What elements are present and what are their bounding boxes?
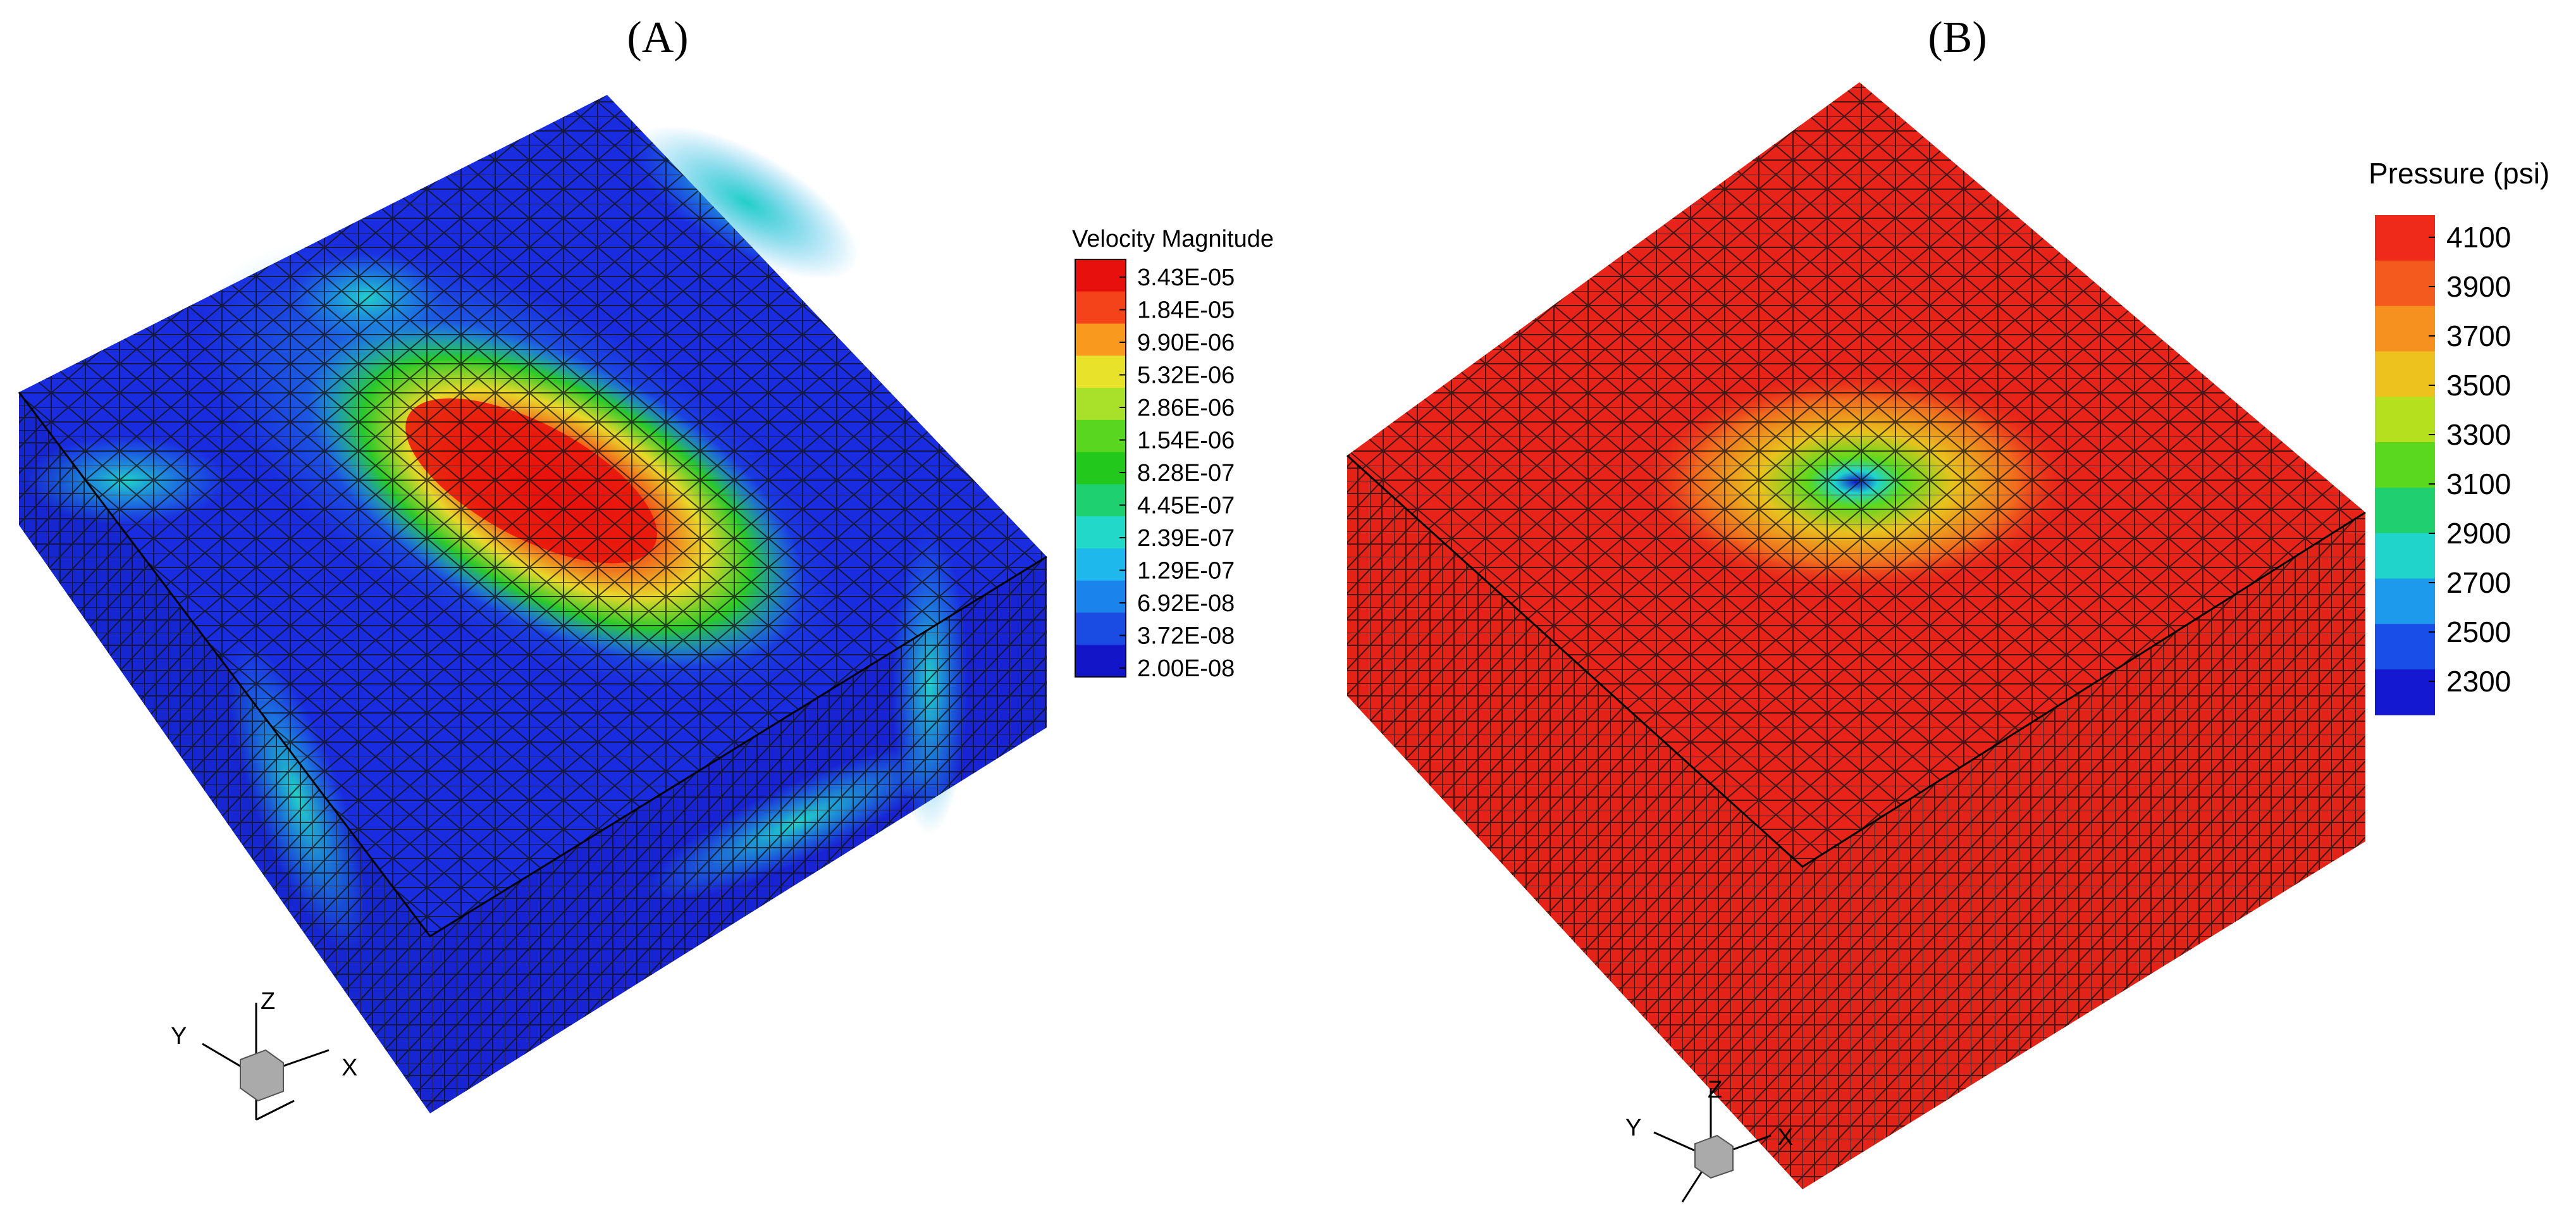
legend-tick-label: 1.54E-06	[1137, 428, 1235, 454]
legend-swatch	[1075, 356, 1126, 388]
legend-swatch	[2375, 624, 2435, 670]
legend-tick-label: 4.45E-07	[1137, 493, 1235, 519]
legend-tick-label: 2.00E-08	[1137, 655, 1235, 682]
legend-tick-label: 1.29E-07	[1137, 558, 1235, 585]
legend-tick-label: 3500	[2446, 369, 2511, 402]
legend-swatch	[2375, 215, 2435, 261]
legend-tick-label: 2300	[2446, 665, 2511, 698]
legend-tick-label: 3.43E-05	[1137, 264, 1235, 291]
legend-swatch	[2375, 260, 2435, 307]
legend-tick-label: 2700	[2446, 566, 2511, 599]
axis-a-z: Z	[261, 988, 275, 1015]
legend-swatch	[1075, 291, 1126, 325]
velocity-legend-colorbar	[1075, 259, 1126, 678]
legend-tick-label: 3900	[2446, 270, 2511, 303]
legend-swatch	[2375, 397, 2435, 443]
legend-frame	[1075, 259, 1126, 678]
axis-b-x: X	[1777, 1124, 1793, 1151]
axis-triad-a: Z Y X	[171, 988, 357, 1121]
legend-tick-label: 3100	[2446, 467, 2511, 500]
legend-swatch	[1075, 516, 1126, 549]
legend-tick-label: 6.92E-08	[1137, 590, 1235, 617]
pressure-legend-colorbar	[2375, 215, 2435, 715]
legend-swatch	[1075, 323, 1126, 356]
legend-swatch	[2375, 533, 2435, 579]
axis-b-y: Y	[1625, 1115, 1641, 1141]
legend-tick-label: 4100	[2446, 221, 2511, 254]
legend-swatch	[1075, 484, 1126, 517]
panel-a-label: (A)	[627, 13, 688, 62]
legend-tick-label: 2.39E-07	[1137, 525, 1235, 552]
legend-tick-label: 5.32E-06	[1137, 362, 1235, 389]
axis-cube-icon	[1694, 1134, 1734, 1179]
axis-b-z: Z	[1708, 1077, 1722, 1103]
legend-swatch	[2375, 669, 2435, 715]
legend-swatch	[1075, 645, 1126, 678]
panel-a: (A) Velocity Ma	[18, 13, 1274, 1121]
legend-tick-label: 1.84E-05	[1137, 297, 1235, 324]
legend-tick-label: 8.28E-07	[1137, 460, 1235, 486]
legend-swatch	[2375, 306, 2435, 352]
velocity-mesh-block	[18, 95, 1047, 1113]
panel-b: (B) Pressure (psi) 4100 3900 3700 3500 3300 3…	[1346, 13, 2549, 1203]
legend-tick-label: 2500	[2446, 616, 2511, 648]
velocity-legend-title: Velocity Magnitude	[1072, 226, 1274, 252]
legend-swatch	[1075, 259, 1126, 292]
legend-swatch	[2375, 487, 2435, 534]
pressure-legend: Pressure (psi) 4100 3900 3700 3500 3300 3100 2…	[2369, 157, 2549, 715]
pressure-legend-ticks: 4100 3900 3700 3500 3300 3100 2900 2700 2500 2300	[2429, 221, 2511, 698]
legend-tick-label: 2900	[2446, 517, 2511, 550]
legend-swatch	[1075, 612, 1126, 645]
legend-swatch	[2375, 351, 2435, 397]
legend-tick-label: 2.86E-06	[1137, 395, 1235, 421]
velocity-legend-ticks: 3.43E-05 1.84E-05 9.90E-06 5.32E-06 2.86E-06…	[1119, 264, 1235, 682]
pressure-mesh-block	[1346, 82, 2366, 1189]
axis-a-y: Y	[171, 1023, 187, 1050]
legend-swatch	[2375, 578, 2435, 624]
legend-swatch	[1075, 452, 1126, 485]
legend-tick-label: 3300	[2446, 418, 2511, 451]
legend-tick-label: 3700	[2446, 319, 2511, 352]
legend-tick-label: 3.72E-08	[1137, 623, 1235, 650]
legend-swatch	[1075, 548, 1126, 581]
legend-swatch	[1075, 388, 1126, 421]
legend-tick-label: 9.90E-06	[1137, 330, 1235, 356]
legend-swatch	[2375, 442, 2435, 488]
pressure-legend-title: Pressure (psi)	[2369, 157, 2549, 190]
axis-a-x: X	[342, 1055, 357, 1081]
velocity-legend: Velocity Magnitude 3.43E-05 1.84E-05 9.90E…	[1072, 226, 1274, 682]
axis-cube-icon	[240, 1049, 284, 1102]
panel-b-label: (B)	[1928, 13, 1987, 62]
axis-triad-b: Z Y X	[1625, 1077, 1793, 1203]
legend-swatch	[1075, 419, 1126, 453]
legend-swatch	[1075, 580, 1126, 613]
